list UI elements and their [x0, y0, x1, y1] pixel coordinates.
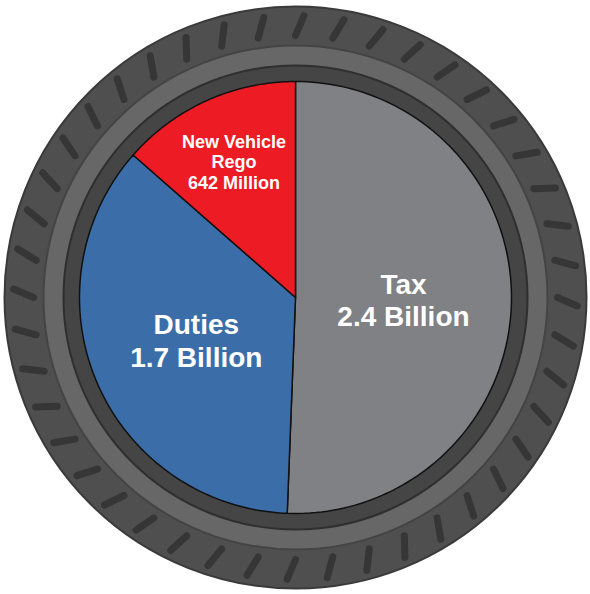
svg-text:New VehicleRego642 Million: New VehicleRego642 Million	[182, 132, 286, 193]
svg-text:Tax2.4 Billion: Tax2.4 Billion	[337, 269, 469, 332]
svg-text:Duties1.7 Billion: Duties1.7 Billion	[130, 309, 262, 372]
